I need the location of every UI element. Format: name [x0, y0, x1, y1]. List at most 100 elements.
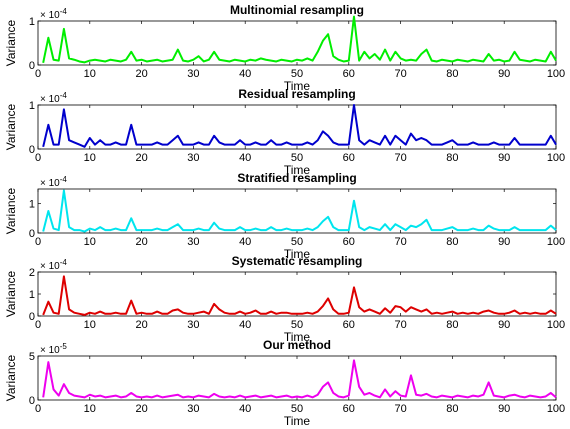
x-tick-label: 50: [291, 68, 303, 80]
x-tick-label: 60: [343, 68, 355, 80]
x-tick-label: 20: [135, 152, 147, 164]
x-tick-label: 40: [239, 319, 251, 331]
chart-title: Residual resampling: [238, 87, 355, 101]
axes-box: [37, 104, 557, 150]
x-tick-label: 80: [446, 403, 458, 415]
x-tick-label: 30: [187, 319, 199, 331]
y-axis-label: Variance: [4, 19, 18, 66]
x-tick-label: 40: [239, 68, 251, 80]
x-tick-label: 20: [135, 236, 147, 248]
x-tick-label: 10: [84, 68, 96, 80]
series-line: [42, 275, 557, 316]
series-line: [42, 15, 557, 64]
y-tick-label: 2: [29, 267, 35, 279]
x-tick-label: 60: [343, 319, 355, 331]
x-tick-label: 40: [239, 236, 251, 248]
x-tick-label: 80: [446, 152, 458, 164]
y-axis-label: Variance: [4, 187, 18, 234]
x-tick-label: 60: [343, 403, 355, 415]
x-tick-label: 50: [291, 152, 303, 164]
x-tick-label: 100: [547, 236, 565, 248]
x-tick-label: 60: [343, 152, 355, 164]
y-tick-label: 1: [29, 289, 35, 301]
x-axis-label: Time: [284, 330, 311, 344]
x-tick-label: 30: [187, 236, 199, 248]
x-tick-label: 0: [35, 403, 41, 415]
x-tick-label: 10: [84, 319, 96, 331]
x-tick-label: 60: [343, 236, 355, 248]
y-axis-label: Variance: [4, 270, 18, 317]
x-tick-label: 90: [498, 236, 510, 248]
y-tick-label: 1: [29, 16, 35, 28]
x-tick-label: 90: [498, 152, 510, 164]
y-axis-label: Variance: [4, 354, 18, 401]
x-axis-label: Time: [284, 79, 311, 93]
x-tick-label: 90: [498, 403, 510, 415]
x-tick-label: 50: [291, 236, 303, 248]
x-axis-label: Time: [284, 163, 311, 177]
x-tick-label: 70: [394, 68, 406, 80]
y-exponent-label: × 10-4: [40, 7, 67, 21]
x-tick-label: 30: [187, 68, 199, 80]
x-axis-label: Time: [284, 414, 311, 428]
axes-box: [37, 188, 557, 234]
subplot-5: Our method 0 10 20 30 40 50 60 70 80 90 100 0 5 × 10-5…: [4, 338, 565, 428]
x-tick-label: 70: [394, 403, 406, 415]
x-tick-label: 0: [35, 319, 41, 331]
x-tick-label: 50: [291, 403, 303, 415]
y-exponent-label: × 10-4: [40, 175, 67, 189]
x-tick-label: 70: [394, 319, 406, 331]
x-tick-label: 10: [84, 152, 96, 164]
x-axis-label: Time: [284, 247, 311, 261]
x-tick-label: 80: [446, 68, 458, 80]
y-tick-label: 5: [29, 351, 35, 363]
x-tick-label: 100: [547, 152, 565, 164]
chart-title: Systematic resampling: [232, 254, 363, 268]
y-tick-label: 0: [29, 60, 35, 72]
chart-title: Our method: [263, 338, 331, 352]
x-tick-label: 0: [35, 236, 41, 248]
series-line: [42, 104, 557, 148]
x-tick-label: 80: [446, 236, 458, 248]
y-axis-label: Variance: [4, 103, 18, 150]
x-tick-label: 0: [35, 68, 41, 80]
x-tick-label: 20: [135, 68, 147, 80]
chart-title: Stratified resampling: [237, 171, 356, 185]
x-tick-label: 20: [135, 403, 147, 415]
axes-box: [37, 20, 557, 66]
x-tick-label: 70: [394, 236, 406, 248]
x-tick-label: 100: [547, 68, 565, 80]
x-tick-label: 50: [291, 319, 303, 331]
x-tick-label: 40: [239, 403, 251, 415]
y-tick-label: 0: [29, 395, 35, 407]
x-tick-label: 10: [84, 403, 96, 415]
series-line: [42, 359, 557, 399]
y-exponent-label: × 10-5: [40, 342, 67, 356]
y-tick-label: 0: [29, 311, 35, 323]
y-tick-label: 0: [29, 228, 35, 240]
x-tick-label: 40: [239, 152, 251, 164]
y-tick-label: 1: [29, 199, 35, 211]
x-tick-label: 20: [135, 319, 147, 331]
axes-box: [37, 355, 557, 401]
y-tick-label: 0: [29, 144, 35, 156]
y-exponent-label: × 10-4: [40, 91, 67, 105]
x-tick-label: 90: [498, 319, 510, 331]
x-tick-label: 100: [547, 403, 565, 415]
series-line: [42, 189, 557, 233]
y-exponent-label: × 10-4: [40, 258, 67, 272]
x-tick-label: 30: [187, 152, 199, 164]
x-tick-label: 80: [446, 319, 458, 331]
chart-title: Multinomial resampling: [230, 3, 364, 17]
x-tick-label: 90: [498, 68, 510, 80]
x-tick-label: 0: [35, 152, 41, 164]
y-tick-label: 1: [29, 100, 35, 112]
x-tick-label: 100: [547, 319, 565, 331]
x-tick-label: 30: [187, 403, 199, 415]
x-tick-label: 10: [84, 236, 96, 248]
